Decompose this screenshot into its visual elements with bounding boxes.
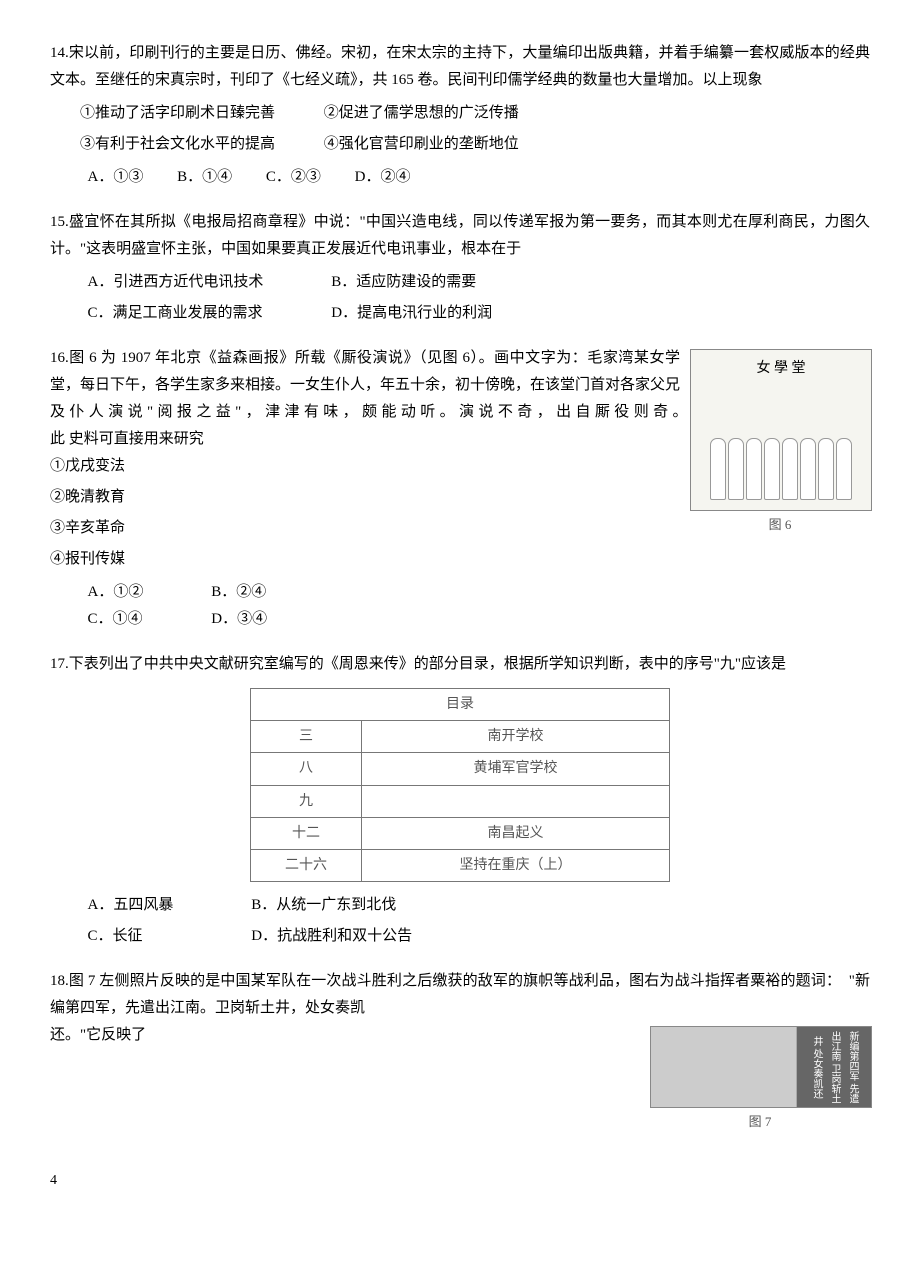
table-row: 九 (251, 785, 670, 817)
figure-6-sign: 女 學 堂 (757, 356, 806, 381)
q17-table: 目录 三南开学校 八黄埔军官学校 九 十二南昌起义 二十六坚持在重庆（上） (250, 688, 670, 882)
q14-sub3: ③有利于社会文化水平的提高 (80, 131, 320, 158)
figure-6: 女 學 堂 图 6 (690, 349, 870, 536)
q15-optB: B．适应防建设的需要 (331, 269, 571, 296)
q15-optC: C．满足工商业发展的需求 (88, 300, 328, 327)
q17-choices: A．五四风暴 B．从统一广东到北伐 C．长征 D．抗战胜利和双十公告 (50, 892, 870, 950)
figure-7-inscription: 新编第四军 先遣出江南 卫岗斩土井 处女奏凯还 (797, 1027, 871, 1107)
question-17: 17.下表列出了中共中央文献研究室编写的《周恩来传》的部分目录，根据所学知识判断… (50, 651, 870, 950)
table-row: 二十六坚持在重庆（上） (251, 849, 670, 881)
table-row: 八黄埔军官学校 (251, 753, 670, 785)
q17-optC: C．长征 (88, 923, 248, 950)
table-row: 十二南昌起义 (251, 817, 670, 849)
q14-optD: D．②④ (355, 164, 411, 191)
figure-6-caption: 图 6 (690, 513, 870, 536)
q14-sub2: ②促进了儒学思想的广泛传播 (324, 100, 564, 127)
question-16: 女 學 堂 图 6 16.图 6 为 1907 年北京《益森画报》所载《厮役演说… (50, 345, 870, 633)
figure-7-image: 新编第四军 先遣出江南 卫岗斩土井 处女奏凯还 (650, 1026, 872, 1108)
q14-optC: C．②③ (266, 164, 321, 191)
table-row: 三南开学校 (251, 721, 670, 753)
toc-header: 目录 (251, 689, 670, 721)
q17-optD: D．抗战胜利和双十公告 (251, 923, 491, 950)
q14-sub1: ①推动了活字印刷术日臻完善 (80, 100, 320, 127)
q18-text1: 18.图 7 左侧照片反映的是中国某军队在一次战斗胜利之后缴获的敌军的旗帜等战利… (50, 968, 870, 1022)
figure-6-image: 女 學 堂 (690, 349, 872, 511)
q14-text: 14.宋以前，印刷刊行的主要是日历、佛经。宋初，在宋太宗的主持下，大量编印出版典… (50, 40, 870, 94)
q15-text: 15.盛宜怀在其所拟《电报局招商章程》中说："中国兴造电线，同以传递军报为第一要… (50, 209, 870, 263)
q14-choices: A．①③ B．①④ C．②③ D．②④ (50, 164, 870, 191)
q15-optA: A．引进西方近代电讯技术 (88, 269, 328, 296)
q17-text: 17.下表列出了中共中央文献研究室编写的《周恩来传》的部分目录，根据所学知识判断… (50, 651, 870, 678)
question-14: 14.宋以前，印刷刊行的主要是日历、佛经。宋初，在宋太宗的主持下，大量编印出版典… (50, 40, 870, 191)
question-15: 15.盛宜怀在其所拟《电报局招商章程》中说："中国兴造电线，同以传递军报为第一要… (50, 209, 870, 327)
q15-optD: D．提高电汛行业的利润 (331, 300, 571, 327)
q14-subs: ①推动了活字印刷术日臻完善 ②促进了儒学思想的广泛传播 ③有利于社会文化水平的提… (50, 100, 870, 158)
q16-optB: B．②④ (211, 579, 311, 606)
q14-optB: B．①④ (177, 164, 232, 191)
q17-optB: B．从统一广东到北伐 (251, 892, 491, 919)
q16-optC: C．①④ (88, 606, 188, 633)
q14-optA: A．①③ (88, 164, 144, 191)
question-18: 18.图 7 左侧照片反映的是中国某军队在一次战斗胜利之后缴获的敌军的旗帜等战利… (50, 968, 870, 1137)
page-number: 4 (50, 1168, 870, 1193)
q16-optD: D．③④ (211, 606, 311, 633)
q16-optA: A．①② (88, 579, 188, 606)
q14-sub4: ④强化官营印刷业的垄断地位 (324, 131, 564, 158)
q16-sub4: ④报刊传媒 (50, 546, 870, 573)
q16-choices: A．①② B．②④ C．①④ D．③④ (50, 579, 870, 633)
q17-optA: A．五四风暴 (88, 892, 248, 919)
figure-7-caption: 图 7 (650, 1110, 870, 1133)
q15-choices: A．引进西方近代电讯技术 B．适应防建设的需要 C．满足工商业发展的需求 D．提… (50, 269, 870, 327)
figure-7: 新编第四军 先遣出江南 卫岗斩土井 处女奏凯还 图 7 (650, 1026, 870, 1133)
